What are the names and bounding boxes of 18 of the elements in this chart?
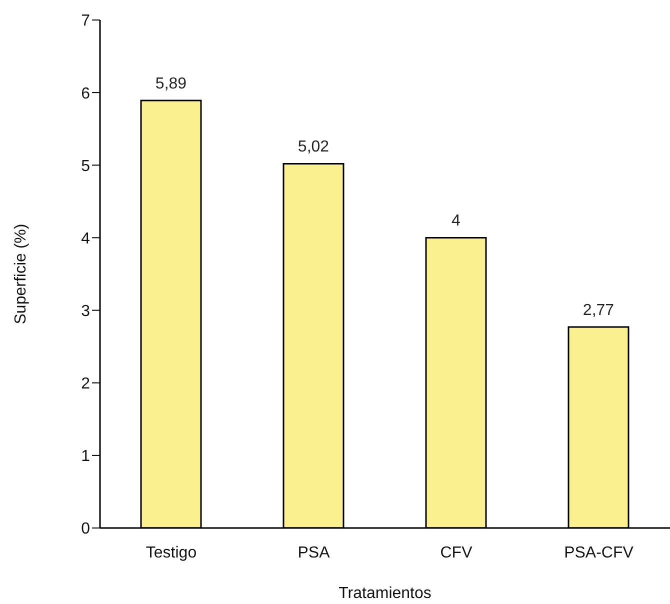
y-tick-label: 3 — [81, 302, 90, 320]
y-axis-title: Superficie (%) — [12, 224, 30, 324]
x-tick-label: CFV — [440, 544, 473, 562]
y-tick-label: 2 — [81, 376, 90, 393]
x-tick-label: Testigo — [146, 544, 197, 562]
x-tick-label: PSA-CFV — [564, 544, 634, 562]
data-label: 5,89 — [155, 76, 187, 93]
data-label: 5,02 — [298, 138, 330, 156]
y-tick-label: 7 — [81, 12, 90, 30]
y-tick-label: 5 — [81, 158, 90, 175]
y-tick-label: 4 — [81, 230, 90, 248]
y-tick-label: 0 — [81, 520, 90, 538]
data-label: 2,77 — [582, 302, 614, 319]
x-tick-label: PSA — [298, 544, 330, 562]
y-tick-label: 6 — [81, 85, 90, 102]
data-label: 4 — [452, 212, 461, 230]
y-tick-label: 1 — [81, 448, 90, 466]
x-axis-title: Tratamientos — [338, 585, 432, 602]
